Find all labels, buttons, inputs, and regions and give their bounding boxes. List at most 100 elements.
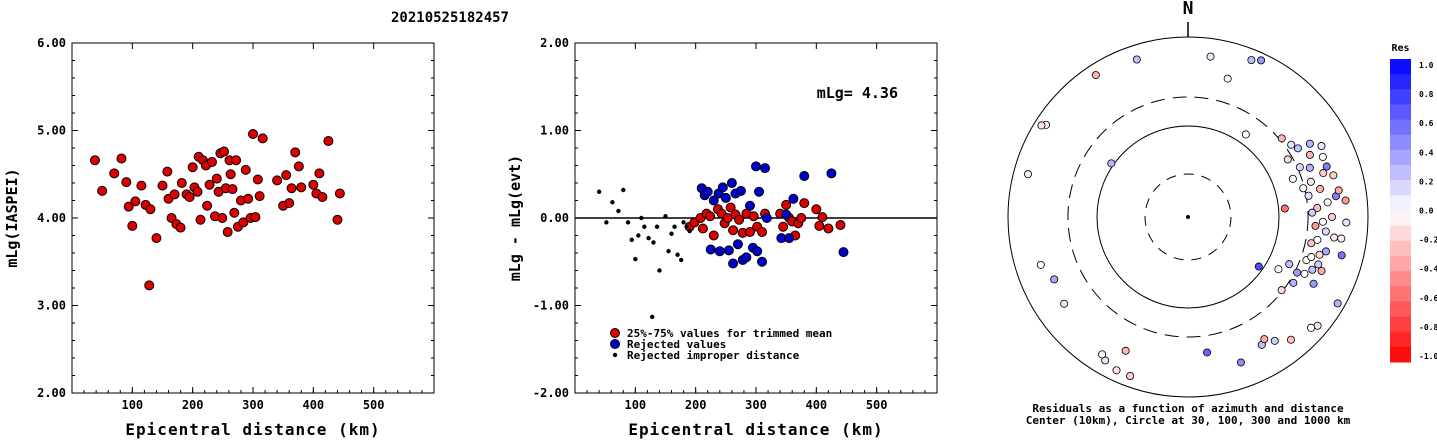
data-point xyxy=(169,189,180,200)
x-tick-label: 500 xyxy=(866,398,888,412)
data-point xyxy=(257,133,268,144)
residual-point xyxy=(1307,253,1316,262)
colorbar-segment xyxy=(1390,301,1411,318)
colorbar-tick-label: -1.0 xyxy=(1419,352,1437,361)
data-point xyxy=(781,209,792,220)
data-point xyxy=(702,186,713,197)
data-point xyxy=(757,256,768,267)
data-point xyxy=(672,224,677,229)
colorbar-segment xyxy=(1390,134,1411,151)
data-point xyxy=(229,207,240,218)
y-tick-label: 3.00 xyxy=(37,299,66,313)
legend-label: Rejected values xyxy=(627,338,726,351)
residual-point xyxy=(1342,218,1351,227)
residual-point xyxy=(1260,335,1269,344)
data-point xyxy=(752,246,763,257)
data-point xyxy=(202,200,213,211)
data-point xyxy=(195,214,206,225)
residual-point xyxy=(1274,265,1283,274)
residual-point xyxy=(1329,171,1338,180)
colorbar-segment xyxy=(1390,104,1411,121)
residual-point xyxy=(1318,152,1327,161)
data-point xyxy=(799,171,810,181)
colorbar-tick-label: -0.6 xyxy=(1419,294,1437,303)
residual-point xyxy=(1308,208,1317,217)
page-title: 20210525182457 xyxy=(390,10,509,26)
data-point xyxy=(211,173,222,184)
data-point xyxy=(781,199,792,210)
x-tick-label: 300 xyxy=(745,398,767,412)
data-point xyxy=(334,188,345,199)
residual-point xyxy=(1121,346,1130,355)
data-point xyxy=(332,214,343,225)
residual-vs-distance-chart: 100 200 300 400 500 -2.00 -1.00 0.00 1.00 2.00 Epi… xyxy=(506,36,938,439)
data-point xyxy=(705,211,716,222)
data-point xyxy=(654,224,660,229)
residual-point xyxy=(1277,134,1286,143)
data-point xyxy=(678,257,684,263)
colorbar-segment xyxy=(1390,180,1411,196)
residual-point xyxy=(1300,269,1309,278)
data-point xyxy=(675,252,680,257)
colorbar-segment xyxy=(1390,331,1411,348)
data-point xyxy=(669,231,674,236)
y-tick-label: 6.00 xyxy=(37,36,66,50)
data-point xyxy=(127,220,138,231)
data-point xyxy=(778,221,789,232)
data-point xyxy=(651,240,656,245)
data-point xyxy=(705,244,716,255)
data-point xyxy=(657,268,662,273)
data-point xyxy=(238,217,249,228)
residual-point xyxy=(1308,265,1317,274)
data-point xyxy=(293,161,304,172)
y-tick-label: 5.00 xyxy=(37,124,66,138)
data-point xyxy=(751,161,761,172)
data-point xyxy=(748,211,759,222)
residual-point xyxy=(1333,299,1342,308)
residual-point xyxy=(1126,371,1135,380)
data-point xyxy=(248,129,258,139)
data-point xyxy=(290,147,301,158)
data-point xyxy=(175,222,186,233)
ring-300km xyxy=(1067,96,1309,338)
residual-point xyxy=(1309,279,1318,288)
data-point xyxy=(192,186,203,197)
data-point xyxy=(227,184,238,195)
legend-marker xyxy=(612,352,618,358)
residual-point xyxy=(1311,221,1320,230)
colorbar-tick-label: -0.4 xyxy=(1419,265,1437,274)
colorbar-tick-label: 0.6 xyxy=(1419,119,1434,128)
data-point xyxy=(240,164,251,175)
data-point xyxy=(697,223,708,234)
x-tick-label: 500 xyxy=(363,398,385,412)
data-point xyxy=(204,179,215,190)
data-point xyxy=(296,182,307,193)
residual-point xyxy=(1328,212,1337,221)
residual-point xyxy=(1317,142,1326,151)
data-point xyxy=(596,189,602,194)
colorbar-tick-label: -0.8 xyxy=(1419,323,1437,332)
residual-point xyxy=(1305,163,1314,172)
residual-point xyxy=(1321,247,1330,256)
data-point xyxy=(650,314,655,320)
colorbar-title: Res xyxy=(1391,43,1409,54)
residual-point xyxy=(1112,366,1121,375)
data-point xyxy=(817,212,828,223)
north-label: N xyxy=(1183,0,1194,19)
data-point xyxy=(788,193,799,204)
residual-point xyxy=(1286,335,1295,344)
data-point xyxy=(728,258,739,269)
data-point xyxy=(162,166,173,177)
data-point xyxy=(222,227,233,237)
data-point xyxy=(663,214,668,219)
residual-point xyxy=(1037,121,1046,130)
data-point xyxy=(823,223,834,234)
data-point xyxy=(744,200,755,211)
legend-marker xyxy=(610,339,620,349)
colorbar-segment xyxy=(1390,225,1411,242)
center-point xyxy=(1186,215,1190,219)
colorbar-segment xyxy=(1390,165,1411,181)
residual-point xyxy=(1341,196,1350,205)
residual-point xyxy=(1257,56,1266,65)
residual-point xyxy=(1280,204,1289,213)
